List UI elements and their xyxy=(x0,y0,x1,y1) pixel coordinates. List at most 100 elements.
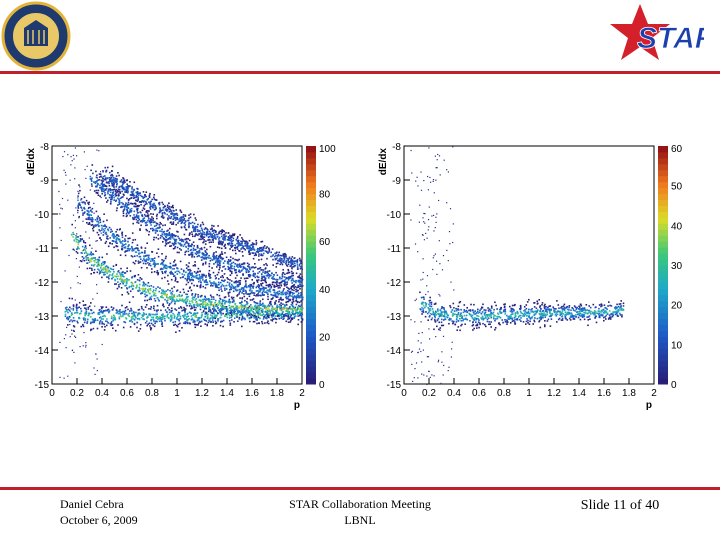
density-point xyxy=(101,256,104,259)
density-point xyxy=(172,298,174,300)
density-point xyxy=(81,210,83,212)
density-point xyxy=(175,240,177,242)
density-point xyxy=(198,274,201,276)
density-point xyxy=(197,318,200,321)
density-point xyxy=(161,295,163,297)
density-point xyxy=(192,249,195,251)
density-point xyxy=(248,285,250,288)
density-point xyxy=(172,209,174,212)
density-point xyxy=(264,277,267,280)
density-point xyxy=(92,264,95,267)
density-point xyxy=(109,231,112,233)
density-point xyxy=(236,305,239,308)
density-point xyxy=(84,211,86,213)
density-point xyxy=(111,193,113,196)
density-point xyxy=(293,316,296,318)
density-point xyxy=(167,297,169,299)
y-tick-label: -8 xyxy=(40,142,49,153)
density-point xyxy=(553,310,555,312)
density-point xyxy=(237,284,239,286)
density-point xyxy=(221,279,223,282)
density-point xyxy=(130,285,133,288)
density-point xyxy=(209,260,212,262)
density-point xyxy=(174,235,176,238)
density-point xyxy=(214,237,216,239)
density-point xyxy=(127,247,130,250)
density-point xyxy=(127,293,130,295)
density-point xyxy=(113,180,115,182)
density-point xyxy=(209,314,212,316)
density-point xyxy=(77,192,80,195)
density-point xyxy=(96,265,98,267)
density-point xyxy=(169,262,172,265)
density-point xyxy=(219,316,221,319)
density-point xyxy=(97,263,99,265)
density-point xyxy=(210,234,212,237)
density-point xyxy=(264,314,267,316)
density-point xyxy=(183,243,186,246)
density-point xyxy=(149,288,152,290)
density-point xyxy=(213,252,215,254)
density-point xyxy=(147,291,150,293)
density-point xyxy=(251,314,254,316)
density-point xyxy=(152,318,154,321)
density-point xyxy=(264,305,266,307)
density-point xyxy=(145,195,147,198)
density-point xyxy=(224,243,226,246)
density-point xyxy=(79,189,81,192)
density-point xyxy=(217,284,220,286)
density-point xyxy=(204,257,207,259)
density-point xyxy=(283,315,285,317)
density-point xyxy=(127,237,129,240)
density-point xyxy=(231,236,233,238)
density-point xyxy=(288,313,291,315)
density-point xyxy=(107,177,109,179)
density-point xyxy=(234,286,237,288)
density-point xyxy=(246,244,249,246)
density-point xyxy=(115,309,118,311)
density-point xyxy=(164,309,167,311)
density-point xyxy=(221,229,223,231)
density-point xyxy=(203,246,206,249)
density-point xyxy=(252,292,255,294)
density-point xyxy=(449,317,451,320)
density-point xyxy=(283,257,286,260)
density-point xyxy=(122,326,125,329)
density-point xyxy=(246,247,248,249)
density-point xyxy=(95,353,97,355)
density-point xyxy=(128,249,131,252)
density-point xyxy=(229,322,232,325)
y-tick-label: -13 xyxy=(35,312,50,323)
density-point xyxy=(191,221,194,224)
density-point xyxy=(257,268,259,270)
density-point xyxy=(133,196,136,199)
density-point xyxy=(276,309,278,311)
density-point xyxy=(280,304,282,307)
density-point xyxy=(250,316,253,318)
density-point xyxy=(117,190,120,193)
density-point xyxy=(137,199,139,201)
density-point xyxy=(219,298,222,301)
density-point xyxy=(212,237,215,240)
density-point xyxy=(284,292,286,294)
density-point xyxy=(149,264,152,267)
density-point xyxy=(292,272,294,274)
density-point xyxy=(136,321,138,324)
density-point xyxy=(176,214,179,216)
density-point xyxy=(174,276,177,279)
density-point xyxy=(143,318,145,321)
density-point xyxy=(175,331,177,333)
density-point xyxy=(182,216,185,218)
density-point xyxy=(77,209,79,212)
density-point xyxy=(188,262,190,264)
density-point xyxy=(72,309,75,311)
density-point xyxy=(161,228,163,231)
density-point xyxy=(285,277,288,279)
density-point xyxy=(157,298,160,301)
density-point xyxy=(216,246,219,248)
density-point xyxy=(144,306,147,308)
density-point xyxy=(90,224,93,226)
density-point xyxy=(233,300,235,303)
density-point xyxy=(88,201,90,204)
density-point xyxy=(288,257,290,260)
